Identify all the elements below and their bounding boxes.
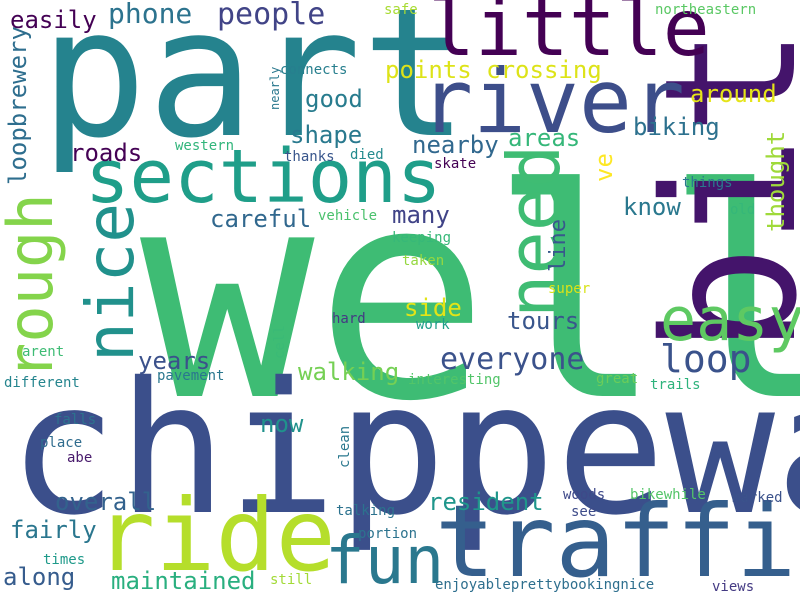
word-river: river <box>420 50 685 153</box>
word-trails: trails <box>650 377 701 393</box>
word-clean: clean <box>337 425 353 468</box>
word-abe: abe <box>67 450 93 466</box>
word-views: views <box>712 579 755 595</box>
word-cell: cell <box>272 325 288 359</box>
word-hard: hard <box>332 311 366 327</box>
word-thought: thought <box>762 130 790 232</box>
word-super: super <box>548 281 591 297</box>
word-phone: phone <box>108 0 193 30</box>
word-vehicle: vehicle <box>318 208 378 224</box>
word-nice: nice <box>72 203 149 362</box>
word-careful: careful <box>210 205 312 233</box>
word-times: times <box>43 552 86 568</box>
word-little: little <box>428 0 710 74</box>
word-know: know <box>623 193 681 221</box>
word-people: people <box>217 0 326 32</box>
word-nearby: nearby <box>412 131 499 159</box>
word-enjoyableprettybookingnice: enjoyableprettybookingnice <box>435 577 655 593</box>
word-died: died <box>350 147 384 163</box>
word-nearly: nearly <box>268 66 282 110</box>
word-different: different <box>4 375 80 391</box>
word-western: western <box>175 138 235 154</box>
word-roads: roads <box>70 139 143 167</box>
word-fairly: fairly <box>10 516 97 544</box>
word-skate: skate <box>434 156 477 172</box>
word-taken: taken <box>402 253 445 269</box>
word-walking: walking <box>298 358 400 386</box>
word-shape: shape <box>290 121 363 149</box>
word-biking: biking <box>633 113 720 141</box>
word-tours: tours <box>507 307 580 335</box>
word-points-crossing: points crossing <box>385 56 602 84</box>
word-part: part <box>40 0 469 177</box>
word-around: around <box>690 80 777 108</box>
word-pavement: pavement <box>157 368 225 384</box>
word-maintained: maintained <box>111 567 256 595</box>
word-thanks: thanks <box>284 149 335 165</box>
word-overall: overall <box>55 488 157 516</box>
word-areas: areas <box>508 124 581 152</box>
word-everyone: everyone <box>440 342 585 377</box>
word-along: along <box>3 563 76 591</box>
word-talking: talking <box>336 503 396 519</box>
word-woods: woods <box>563 487 606 503</box>
word-safe: safe <box>384 2 418 18</box>
word-line: line <box>546 219 571 272</box>
word-loopbrewery: loopbrewery <box>4 26 32 185</box>
word-well: well <box>140 128 800 465</box>
word-see: see <box>571 504 597 520</box>
word-resident: resident <box>428 488 544 516</box>
word-ride: ride <box>95 477 336 594</box>
word-bikewhile: bikewhile <box>630 487 706 503</box>
word-good: good <box>305 85 363 113</box>
word-fun: fun <box>325 522 445 599</box>
word-arent: arent <box>22 344 65 360</box>
word-marked: marked <box>732 490 783 506</box>
word-connects: connects <box>280 62 348 78</box>
word-traffic: traffic <box>435 483 800 600</box>
word-ve: ve <box>590 153 618 182</box>
word-things: things <box>682 175 733 191</box>
word-many: many <box>392 201 450 229</box>
word-place: place <box>40 435 83 451</box>
word-loop: loop <box>660 337 752 381</box>
word-chippewa: chippewa <box>8 343 800 555</box>
word-falls: falls <box>54 412 97 428</box>
word-sections: sections <box>85 134 442 220</box>
word-portion: portion <box>358 526 418 542</box>
word-easy: easy <box>660 285 800 355</box>
word-keeping: keeping <box>392 230 452 246</box>
word-side: side <box>404 294 462 322</box>
word-great: great <box>596 371 639 387</box>
word-northeastern: northeastern <box>655 2 757 18</box>
word-easily: easily <box>10 6 97 34</box>
word-old: old <box>730 202 756 218</box>
word-work: work <box>416 317 450 333</box>
word-interesting: interesting <box>408 372 501 388</box>
word-years: years <box>138 347 211 375</box>
word-now: now <box>260 410 304 438</box>
word-still: still <box>270 572 313 588</box>
